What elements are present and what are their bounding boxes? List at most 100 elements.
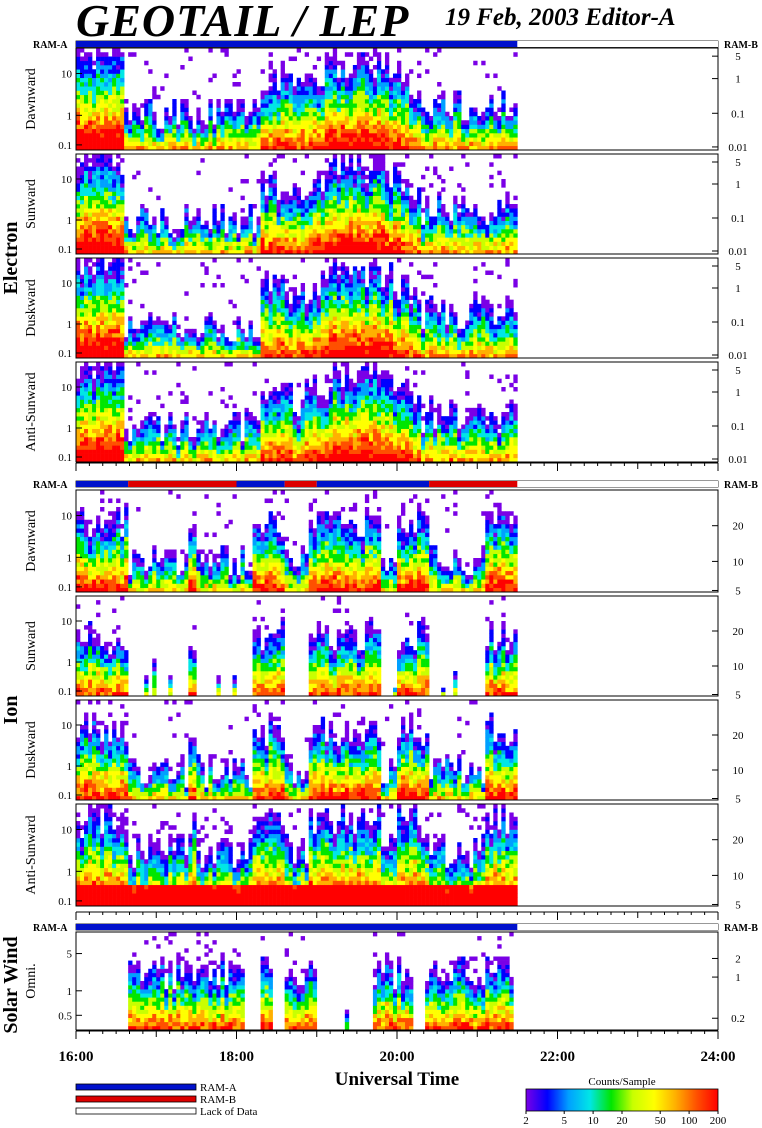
spectrogram-cell [244, 237, 249, 242]
spectrogram-cell [320, 287, 326, 292]
spectrogram-cell [88, 295, 93, 300]
spectrogram-cell [200, 241, 205, 246]
spectrogram-cell [352, 191, 358, 196]
spectrogram-cell [413, 353, 418, 359]
spectrogram-cell [397, 174, 402, 180]
spectrogram-cell [108, 216, 113, 221]
spectrogram-cell [120, 229, 125, 234]
spectrogram-cell [344, 107, 350, 113]
spectrogram-cell [112, 52, 117, 57]
spectrogram-cell [372, 333, 378, 338]
spectrogram-cell [76, 308, 81, 313]
spectrogram-cell [405, 216, 410, 221]
spectrogram-cell [312, 128, 318, 134]
spectrogram-cell [340, 141, 346, 147]
spectrogram-cell [280, 337, 285, 342]
spectrogram-cell [360, 141, 366, 147]
spectrogram-cell [364, 60, 370, 66]
spectrogram-cell [264, 116, 269, 121]
spectrogram-cell [388, 333, 394, 338]
spectrogram-cell [184, 99, 189, 104]
spectrogram-cell [316, 241, 322, 246]
spectrogram-cell [493, 249, 498, 255]
spectrogram-cell [489, 107, 494, 113]
spectrogram-cell [88, 449, 93, 454]
spectrogram-cell [164, 73, 169, 79]
right-tick-label: 0.01 [728, 350, 747, 362]
spectrogram-cell [300, 116, 306, 121]
spectrogram-cell [417, 308, 422, 313]
spectrogram-cell [513, 220, 518, 226]
spectrogram-cell [84, 245, 89, 251]
spectrogram-cell [509, 337, 514, 342]
spectrogram-cell [116, 258, 121, 263]
spectrogram-cell [280, 299, 285, 305]
spectrogram-cell [96, 208, 101, 213]
spectrogram-cell [92, 274, 97, 280]
spectrogram-cell [308, 216, 314, 221]
spectrogram-cell [180, 337, 185, 342]
spectrogram-cell [136, 341, 141, 346]
spectrogram-cell [344, 90, 350, 96]
spectrogram-cell [116, 73, 121, 79]
spectrogram-cell [401, 299, 406, 305]
spectrogram-cell [401, 333, 406, 338]
spectrogram-cell [437, 320, 442, 325]
spectrogram-cell [292, 316, 297, 321]
spectrogram-cell [332, 345, 338, 350]
spectrogram-cell [368, 237, 374, 242]
spectrogram-cell [328, 270, 334, 275]
spectrogram-cell [272, 283, 277, 288]
spectrogram-cell [124, 141, 129, 147]
spectrogram-cell [461, 245, 466, 251]
spectrogram-cell [124, 220, 129, 226]
spectrogram-cell [120, 353, 125, 359]
spectrogram-cell [96, 299, 101, 305]
spectrogram-cell [160, 220, 165, 226]
spectrogram-cell [224, 337, 229, 342]
spectrogram-cell [108, 170, 113, 176]
spectrogram-cell [344, 349, 350, 355]
spectrogram-cell [501, 103, 506, 108]
spectrogram-cell [392, 204, 398, 209]
spectrogram-cell [324, 69, 330, 74]
spectrogram-cell [328, 166, 334, 171]
spectrogram-cell [425, 111, 430, 117]
spectrogram-cell [312, 283, 318, 288]
spectrogram-cell [485, 270, 490, 275]
spectrogram-cell [497, 145, 502, 151]
spectrogram-cell [244, 233, 249, 238]
spectrogram-cell [501, 137, 506, 142]
spectrogram-cell [228, 345, 233, 350]
spectrogram-cell [288, 345, 293, 350]
spectrogram-cell [292, 120, 297, 125]
spectrogram-cell [124, 128, 129, 134]
spectrogram-cell [292, 337, 297, 342]
spectrogram-cell [76, 437, 81, 442]
spectrogram-cell [248, 241, 253, 246]
spectrogram-cell [260, 324, 265, 330]
spectrogram-cell [348, 128, 354, 134]
spectrogram-cell [392, 191, 398, 196]
spectrogram-cell [461, 120, 466, 125]
spectrogram-cell [320, 170, 326, 176]
spectrogram-cell [112, 133, 117, 138]
spectrogram-cell [465, 137, 470, 142]
spectrogram-cell [96, 103, 101, 108]
spectrogram-cell [88, 183, 93, 188]
spectrogram-cell [272, 174, 277, 180]
spectrogram-cell [344, 179, 350, 184]
spectrogram-cell [84, 154, 89, 159]
spectrogram-cell [84, 287, 89, 292]
spectrogram-cell [485, 116, 490, 121]
spectrogram-cell [392, 116, 398, 121]
spectrogram-cell [461, 141, 466, 147]
panel-label: Dawnward [24, 68, 39, 129]
spectrogram-cell [272, 111, 277, 117]
spectrogram-cell [204, 137, 209, 142]
spectrogram-cell [272, 308, 277, 313]
spectrogram-cell [292, 116, 297, 121]
spectrogram-cell [465, 220, 470, 226]
spectrogram-cell [344, 283, 350, 288]
spectrogram-cell [308, 341, 314, 346]
